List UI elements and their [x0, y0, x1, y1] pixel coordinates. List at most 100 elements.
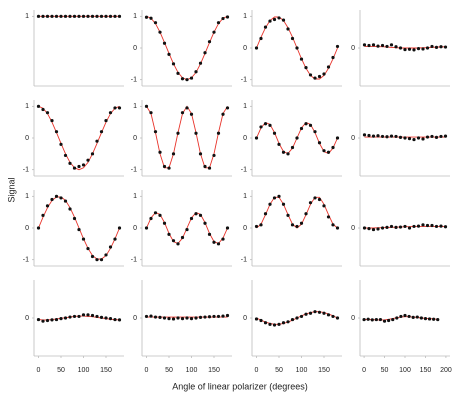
data-point	[335, 136, 340, 140]
data-point	[77, 14, 81, 18]
data-point	[407, 314, 411, 319]
y-tick-label: 1	[243, 13, 247, 20]
data-point	[439, 134, 443, 139]
data-point	[180, 235, 185, 240]
data-point	[104, 14, 108, 18]
data-point	[322, 204, 326, 208]
data-point	[117, 14, 122, 18]
data-point	[263, 321, 268, 325]
data-point	[63, 316, 68, 320]
data-point	[153, 21, 158, 25]
x-tick-label: 150	[318, 367, 330, 374]
data-point	[412, 48, 416, 52]
data-point	[304, 66, 308, 70]
x-tick-label: 200	[440, 367, 452, 374]
data-point	[439, 45, 443, 49]
data-point	[371, 134, 376, 138]
data-point	[277, 322, 281, 326]
data-point	[144, 314, 149, 319]
data-point	[304, 122, 308, 126]
y-tick-label: 1	[25, 13, 29, 20]
data-point	[425, 223, 430, 228]
data-point	[385, 225, 389, 229]
data-point	[207, 166, 212, 170]
x-axis-label: Angle of linear polarizer (degrees)	[172, 381, 308, 391]
y-tick-label: -1	[131, 77, 137, 84]
data-point	[198, 152, 203, 156]
y-tick-label: -1	[241, 257, 247, 264]
data-point	[221, 314, 225, 318]
data-point	[304, 312, 308, 316]
data-point	[45, 318, 50, 323]
data-point	[299, 126, 304, 131]
data-point	[72, 166, 77, 170]
data-point	[362, 226, 367, 230]
data-point	[194, 316, 198, 320]
y-tick-label: -1	[131, 167, 137, 174]
data-point	[36, 14, 41, 18]
data-point	[403, 47, 407, 52]
data-point	[167, 166, 171, 170]
data-point	[254, 317, 259, 321]
data-point	[259, 125, 263, 129]
data-point	[436, 317, 440, 322]
data-point	[149, 216, 153, 221]
y-tick-label: 0	[25, 135, 29, 142]
data-point	[412, 224, 416, 229]
data-point	[86, 246, 90, 251]
fit-line	[146, 15, 228, 81]
data-point	[153, 130, 158, 134]
data-point	[443, 225, 448, 229]
x-tick-label: 50	[381, 367, 389, 374]
data-point	[189, 112, 194, 116]
data-point	[281, 150, 286, 154]
data-point	[95, 314, 99, 319]
data-point	[326, 215, 331, 219]
data-point	[117, 318, 122, 322]
data-point	[95, 258, 99, 262]
data-point	[272, 196, 277, 200]
data-point	[158, 30, 162, 34]
data-point	[398, 135, 403, 139]
data-point	[171, 317, 176, 321]
fit-line	[256, 196, 338, 229]
data-point	[221, 16, 225, 21]
data-point	[176, 316, 180, 320]
y-tick-label: 1	[133, 13, 137, 20]
data-point	[144, 226, 149, 230]
data-point	[403, 136, 407, 140]
data-point	[443, 134, 448, 138]
data-point	[385, 44, 389, 49]
data-point	[290, 223, 295, 227]
data-point	[299, 57, 304, 61]
data-point	[317, 141, 322, 145]
data-point	[290, 317, 295, 322]
data-point	[295, 136, 299, 140]
data-point	[176, 71, 180, 75]
data-point	[36, 104, 41, 108]
data-point	[313, 130, 317, 134]
data-point	[95, 139, 99, 143]
data-point	[398, 225, 403, 229]
data-point	[50, 14, 54, 18]
x-tick-label: 100	[78, 367, 90, 374]
data-point	[68, 207, 72, 211]
data-point	[425, 46, 430, 50]
data-point	[395, 316, 399, 320]
x-tick-label: 150	[420, 367, 432, 374]
y-tick-label: 0	[351, 45, 355, 52]
data-point	[272, 131, 277, 135]
data-point	[158, 213, 162, 217]
data-point	[308, 311, 313, 315]
x-tick-label: 100	[399, 367, 411, 374]
data-point	[421, 137, 425, 141]
data-point	[427, 317, 432, 321]
y-axis-label: Signal	[6, 177, 16, 202]
data-point	[81, 237, 86, 241]
data-point	[86, 313, 90, 317]
data-point	[194, 70, 198, 74]
data-point	[443, 45, 448, 49]
data-point	[385, 135, 389, 139]
data-point	[189, 76, 194, 80]
data-point	[380, 226, 385, 230]
